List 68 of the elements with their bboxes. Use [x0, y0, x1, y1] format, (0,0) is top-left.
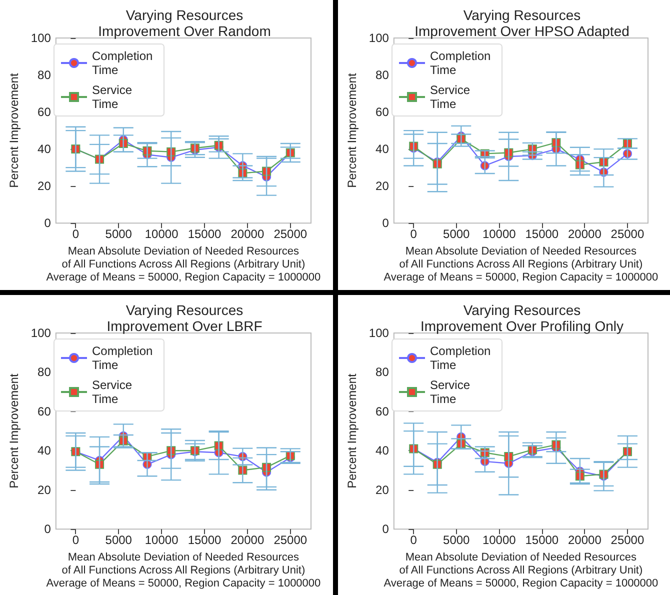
chart-title: Varying Resources Improvement Over Profiling Only [420, 302, 624, 334]
x-tick-label: 20000 [568, 227, 602, 242]
y-tick-label: 20 [38, 179, 52, 194]
x-tick-label: 15000 [188, 533, 222, 548]
legend-label: Completion Time [430, 49, 494, 77]
y-tick-label: 20 [376, 482, 390, 497]
x-axis-title: Mean Absolute Deviation of Needed Resources of All Functions Across All Regions (Arbitrary Unit) Average of Means = 50000, Region Capacity = 1000000 [384, 552, 658, 590]
x-tick-label: 20000 [568, 533, 602, 548]
y-tick-label: 0 [44, 216, 52, 230]
x-axis-title: Mean Absolute Deviation of Needed Resources of All Functions Across All Regions (Arbitrary Unit) Average of Means = 50000, Region Capacity = 1000000 [46, 552, 321, 590]
x-tick-label: 15000 [188, 227, 222, 242]
y-axis-title: Percent Improvement [7, 72, 21, 188]
y-tick-label: 60 [38, 404, 52, 418]
legend-label: Service Time [92, 83, 136, 111]
x-tick-label: 5000 [443, 227, 470, 242]
x-tick-label: 0 [410, 533, 418, 548]
legend-label: Completion Time [430, 344, 494, 372]
y-axis-title: Percent Improvement [7, 373, 21, 488]
x-tick-label: 20000 [230, 533, 264, 548]
x-tick-label: 0 [72, 533, 80, 548]
y-tick-label: 100 [368, 31, 390, 45]
x-axis-title: Mean Absolute Deviation of Needed Resources of All Functions Across All Regions (Arbitrary Unit) Average of Means = 50000, Region Capacity = 1000000 [46, 246, 321, 284]
y-tick-label: 0 [382, 216, 390, 230]
y-tick-label: 40 [38, 142, 52, 156]
y-tick-label: 60 [376, 404, 390, 418]
chart-title: Varying Resources Improvement Over HPSO Adapted [414, 7, 630, 39]
x-tick-label: 25000 [610, 533, 644, 548]
y-tick-label: 60 [376, 105, 390, 120]
legend-label: Service Time [430, 378, 474, 406]
y-axis-title: Percent Improvement [345, 373, 359, 488]
x-tick-label: 25000 [274, 227, 308, 242]
y-tick-label: 20 [376, 179, 390, 194]
y-tick-label: 100 [30, 31, 52, 45]
x-tick-label: 25000 [610, 227, 644, 242]
x-tick-label: 20000 [230, 227, 264, 242]
y-tick-label: 60 [38, 105, 52, 120]
x-tick-label: 5000 [105, 227, 132, 242]
x-tick-label: 10000 [144, 533, 179, 548]
y-tick-label: 40 [38, 444, 52, 458]
x-tick-label: 15000 [525, 533, 559, 548]
legend-label: Service Time [92, 378, 136, 406]
y-tick-label: 80 [38, 365, 52, 380]
x-tick-label: 15000 [525, 227, 559, 242]
y-tick-label: 80 [376, 365, 390, 380]
legend-label: Service Time [430, 83, 474, 111]
chart-title: Varying Resources Improvement Over Random [98, 7, 271, 39]
x-tick-label: 5000 [105, 533, 132, 548]
y-tick-label: 100 [368, 326, 390, 340]
chart-title: Varying Resources Improvement Over LBRF [106, 302, 262, 334]
x-axis-title: Mean Absolute Deviation of Needed Resources of All Functions Across All Regions (Arbitrary Unit) Average of Means = 50000, Region Capacity = 1000000 [384, 246, 658, 284]
x-tick-label: 10000 [144, 227, 179, 242]
y-tick-label: 0 [44, 522, 52, 536]
y-tick-label: 100 [30, 326, 52, 340]
y-tick-label: 20 [38, 482, 52, 497]
x-tick-label: 10000 [482, 227, 516, 242]
x-tick-label: 5000 [443, 533, 470, 548]
y-axis-title: Percent Improvement [345, 72, 359, 188]
x-tick-label: 0 [410, 227, 418, 242]
legend-label: Completion Time [92, 49, 156, 77]
y-tick-label: 80 [376, 68, 390, 82]
y-tick-label: 40 [376, 142, 390, 156]
y-tick-label: 80 [38, 68, 52, 82]
legend-label: Completion Time [92, 344, 156, 372]
x-tick-label: 0 [72, 227, 80, 242]
x-tick-label: 25000 [274, 533, 308, 548]
y-tick-label: 40 [376, 444, 390, 458]
x-tick-label: 10000 [482, 533, 516, 548]
y-tick-label: 0 [382, 522, 390, 536]
